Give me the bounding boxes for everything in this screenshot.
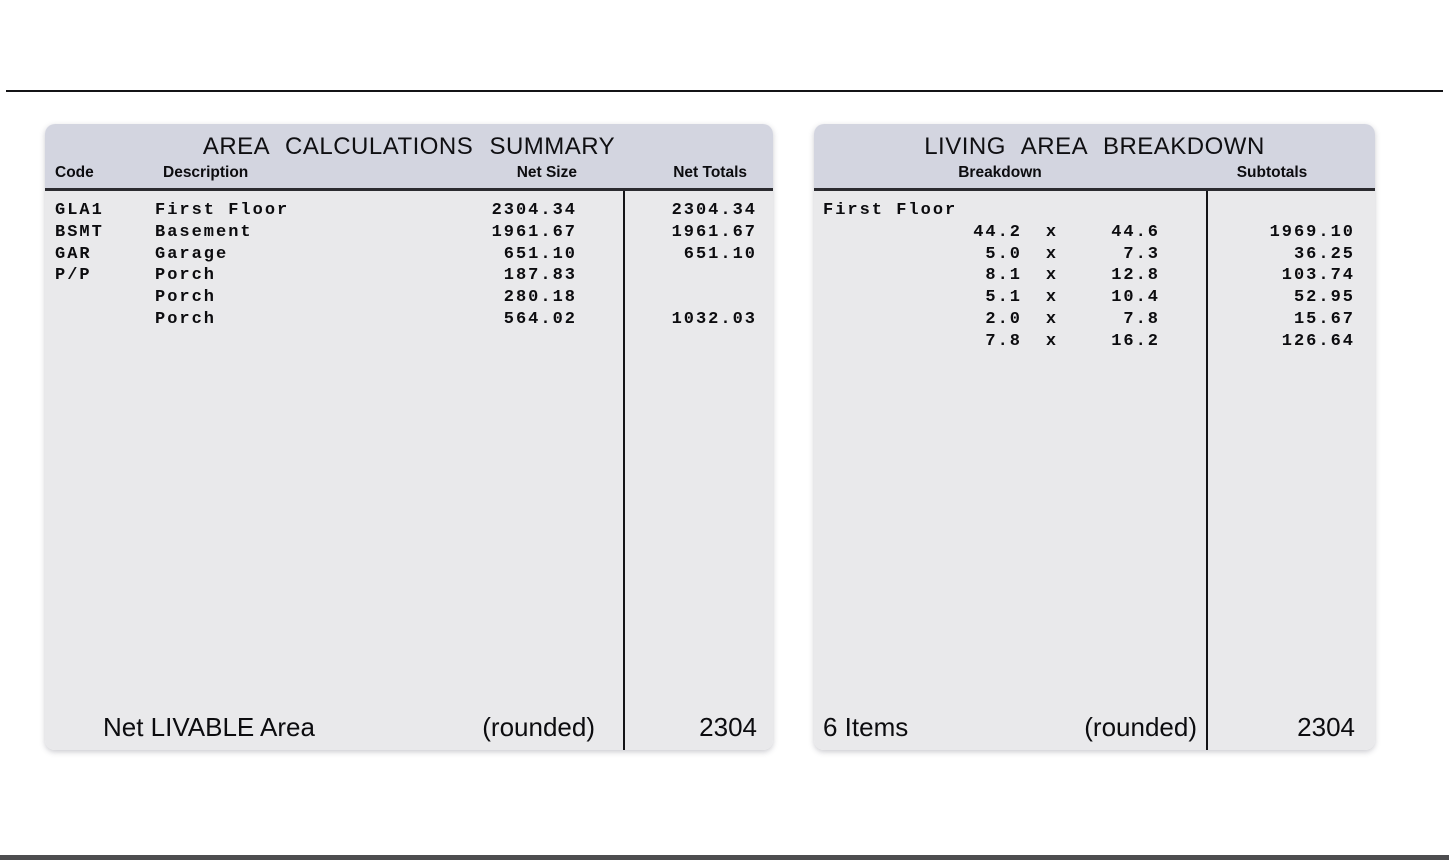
multiply-sign: x (1045, 244, 1059, 264)
table-row: 44.2 x 44.6 1969.10 (814, 222, 1375, 244)
dimension-2: 10.4 (1111, 288, 1160, 308)
top-horizontal-rule (6, 90, 1443, 92)
rounded-note: (rounded) (482, 712, 595, 742)
items-count-label: 6 Items (823, 712, 909, 742)
row-subtotal: 36.25 (1293, 244, 1355, 264)
table-row: 2.0 x 7.8 15.67 (814, 309, 1375, 331)
row-code: P/P (55, 266, 92, 286)
row-subtotal: 103.74 (1281, 266, 1355, 286)
dimension-1: 44.2 (973, 222, 1022, 242)
row-net-size: 564.02 (503, 309, 577, 329)
row-net-size: 651.10 (503, 244, 577, 264)
area-summary-header: AREA CALCULATIONS SUMMARY Code Descripti… (45, 124, 773, 188)
header-divider-rule (814, 188, 1375, 191)
area-summary-title: AREA CALCULATIONS SUMMARY (202, 133, 616, 160)
column-header-net-totals: Net Totals (673, 164, 747, 181)
row-description: Basement (155, 222, 253, 242)
row-description: Porch (155, 266, 217, 286)
row-code (45, 309, 155, 331)
row-description: Porch (155, 309, 217, 329)
column-header-subtotals: Subtotals (1236, 164, 1308, 181)
row-subtotal: 52.95 (1293, 288, 1355, 308)
multiply-sign: x (1045, 331, 1059, 351)
dimension-2: 7.3 (1123, 244, 1160, 264)
row-net-total (577, 265, 773, 287)
row-net-size: 1961.67 (491, 222, 577, 242)
subtotals-column-divider (1206, 191, 1208, 750)
row-description: Garage (155, 244, 229, 264)
dimension-2: 12.8 (1111, 266, 1160, 286)
multiply-sign: x (1045, 288, 1059, 308)
row-code: GLA1 (55, 201, 104, 220)
table-row: Porch 564.02 1032.03 (45, 309, 773, 331)
row-net-total: 1032.03 (671, 309, 757, 329)
row-description: First Floor (155, 201, 290, 220)
row-code: GAR (55, 244, 92, 264)
breakdown-footer: 6 Items (rounded) 2304 (814, 704, 1375, 750)
row-subtotal: 1969.10 (1269, 222, 1355, 242)
area-summary-body: GLA1 First Floor 2304.34 2304.34 BSMT Ba… (45, 191, 773, 750)
dimension-1: 2.0 (985, 309, 1022, 329)
table-row: 8.1 x 12.8 103.74 (814, 265, 1375, 287)
dimension-1: 5.1 (985, 288, 1022, 308)
row-net-size: 2304.34 (491, 201, 577, 220)
column-header-description: Description (163, 164, 249, 181)
dimension-1: 7.8 (985, 331, 1022, 351)
breakdown-body: First Floor 44.2 x 44.6 1969.10 5.0 x 7.… (814, 191, 1375, 750)
area-summary-rows: GLA1 First Floor 2304.34 2304.34 BSMT Ba… (45, 191, 773, 331)
row-net-total (577, 287, 773, 309)
row-net-size: 280.18 (503, 288, 577, 308)
table-row: 5.1 x 10.4 52.95 (814, 287, 1375, 309)
living-area-breakdown-panel: LIVING AREA BREAKDOWN Breakdown Subtotal… (814, 124, 1375, 750)
row-net-total: 1961.67 (671, 222, 757, 242)
column-header-net-size: Net Size (516, 164, 577, 181)
net-livable-area-total: 2304 (699, 712, 757, 742)
multiply-sign: x (1045, 309, 1059, 329)
table-row: BSMT Basement 1961.67 1961.67 (45, 222, 773, 244)
table-row: 5.0 x 7.3 36.25 (814, 244, 1375, 266)
area-calculations-summary-panel: AREA CALCULATIONS SUMMARY Code Descripti… (45, 124, 773, 750)
net-totals-column-divider (623, 191, 625, 750)
bottom-page-rule (0, 855, 1449, 860)
dimension-2: 7.8 (1123, 309, 1160, 329)
multiply-sign: x (1045, 222, 1059, 242)
breakdown-total: 2304 (1297, 712, 1355, 742)
dimension-1: 8.1 (985, 266, 1022, 286)
header-divider-rule (45, 188, 773, 191)
row-subtotal: 126.64 (1281, 331, 1355, 351)
breakdown-header: LIVING AREA BREAKDOWN Breakdown Subtotal… (814, 124, 1375, 188)
row-code: BSMT (55, 222, 104, 242)
multiply-sign: x (1045, 266, 1059, 286)
dimension-2: 16.2 (1111, 331, 1160, 351)
table-row: GAR Garage 651.10 651.10 (45, 244, 773, 266)
net-livable-area-label: Net LIVABLE Area (103, 712, 315, 742)
table-row: GLA1 First Floor 2304.34 2304.34 (45, 200, 773, 222)
rounded-note: (rounded) (1084, 712, 1197, 742)
row-subtotal: 15.67 (1293, 309, 1355, 329)
column-header-code: Code (55, 164, 94, 181)
table-row: 7.8 x 16.2 126.64 (814, 331, 1375, 353)
area-summary-footer: Net LIVABLE Area (rounded) 2304 (45, 704, 773, 750)
row-net-total: 2304.34 (671, 201, 757, 220)
breakdown-title: LIVING AREA BREAKDOWN (924, 133, 1265, 160)
breakdown-rows: First Floor 44.2 x 44.6 1969.10 5.0 x 7.… (814, 191, 1375, 353)
row-net-total: 651.10 (683, 244, 757, 264)
row-description: Porch (155, 288, 217, 308)
breakdown-group-label: First Floor (823, 201, 958, 220)
table-row: Porch 280.18 (45, 287, 773, 309)
table-row: P/P Porch 187.83 (45, 265, 773, 287)
column-header-breakdown: Breakdown (958, 164, 1042, 181)
dimension-1: 5.0 (985, 244, 1022, 264)
row-code (45, 287, 155, 309)
row-net-size: 187.83 (503, 266, 577, 286)
dimension-2: 44.6 (1111, 222, 1160, 242)
